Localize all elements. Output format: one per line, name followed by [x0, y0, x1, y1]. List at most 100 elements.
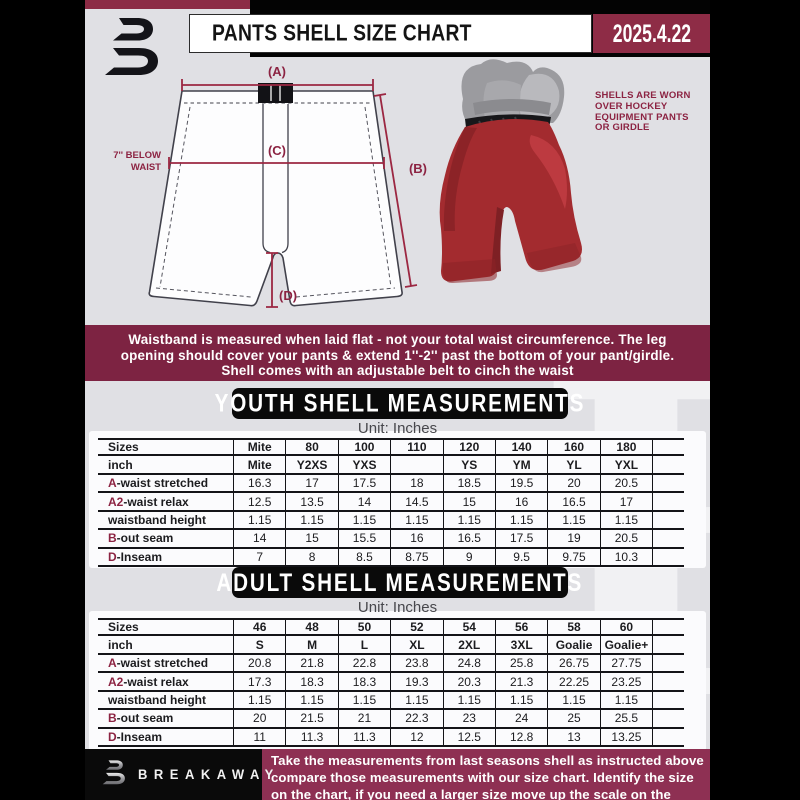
table-cell: 52	[391, 620, 444, 635]
table-cell: 22.3	[391, 710, 444, 727]
table-cell: 1.15	[391, 691, 444, 709]
table-row: B -out seam 20 21.5 21 22.3 23 24 25 25.5	[98, 710, 684, 729]
table-cell: 25.8	[496, 654, 549, 672]
table-row: inch Mite Y2XS YXS YS YM YL YXL	[98, 456, 684, 475]
table-cell: 23.8	[391, 654, 444, 672]
footer: BREAKAWAY Take the measurements from las…	[85, 749, 710, 800]
row-label: inch	[98, 636, 234, 653]
table-cell: 23	[444, 710, 496, 727]
table-cell: 16	[391, 530, 444, 547]
table-cell: 60	[601, 620, 654, 635]
table-cell: YM	[496, 456, 549, 473]
table-cell: 7	[234, 548, 287, 566]
table-cell: 80	[286, 440, 339, 455]
table-cell: 9.75	[548, 548, 601, 566]
table-cell: M	[286, 636, 339, 653]
hockey-pants-photo	[435, 57, 615, 302]
table-filler	[653, 620, 684, 634]
belt-buckle	[258, 83, 293, 103]
footer-brand-block: BREAKAWAY	[85, 749, 273, 800]
measure-label-b: (B)	[409, 161, 427, 176]
date-text: 2025.4.22	[612, 18, 691, 48]
table-cell: 54	[444, 620, 496, 635]
row-label: D -Inseam	[98, 548, 234, 566]
table-cell: 18	[391, 474, 444, 492]
table-cell: 23.25	[601, 673, 654, 690]
table-row: A -waist stretched 20.8 21.8 22.8 23.8 24.8 25.…	[98, 654, 684, 674]
table-cell: 19	[548, 530, 601, 547]
row-label: A -waist stretched	[98, 474, 234, 492]
table-cell: YS	[444, 456, 496, 473]
table-cell: Mite	[234, 456, 287, 473]
table-cell: 25	[548, 710, 601, 727]
table-cell: 20.5	[601, 474, 654, 492]
table-filler	[653, 636, 684, 652]
table-cell: 1.15	[234, 511, 287, 529]
table-cell: 100	[339, 440, 392, 455]
page-title: PANTS SHELL SIZE CHART	[212, 20, 472, 46]
table-filler	[653, 493, 684, 509]
table-cell: 160	[548, 440, 601, 455]
top-maroon-strip	[85, 0, 250, 9]
table-filler	[653, 475, 684, 491]
table-cell	[391, 456, 444, 473]
table-cell: 22.8	[339, 654, 392, 672]
table-cell: 20	[234, 710, 287, 727]
table-cell: 21.8	[286, 654, 339, 672]
table-cell: 48	[286, 620, 339, 635]
table-cell: 14	[234, 530, 287, 547]
table-cell: 25.5	[601, 710, 654, 727]
table-cell: 12.8	[496, 728, 549, 746]
table-cell: 26.75	[548, 654, 601, 672]
table-cell: 10.3	[601, 548, 654, 566]
text-line: OVER HOCKEY	[595, 100, 668, 112]
adult-size-table: Sizes 46 48 50 52 54 56 58 60 inch S M L XL 2XL 3XL Goal…	[98, 618, 684, 748]
table-cell: 17.5	[339, 474, 392, 492]
table-cell: 16.5	[444, 530, 496, 547]
brand-name: BREAKAWAY	[138, 766, 280, 783]
document-content: B PANTS SHELL SIZE CHART 2025.4.22	[85, 0, 710, 800]
table-row: D -Inseam 7 8 8.5 8.75 9 9.5 9.75 10.3	[98, 548, 684, 568]
table-cell: 58	[548, 620, 601, 635]
table-cell: 9	[444, 548, 496, 566]
notice-banner: Waistband is measured when laid flat - n…	[85, 325, 710, 381]
youth-unit-label: Unit: Inches	[357, 420, 438, 437]
table-cell: 18.3	[286, 673, 339, 690]
text-line: Take the measurements from last seasons …	[271, 753, 704, 768]
table-cell: Goalie+	[601, 636, 654, 653]
row-label: Sizes	[98, 620, 234, 635]
table-cell: 19.3	[391, 673, 444, 690]
table-cell: 21.3	[496, 673, 549, 690]
youth-banner-title: YOUTH SHELL MEASUREMENTS	[214, 388, 586, 418]
table-filler	[653, 710, 684, 726]
youth-size-table: Sizes Mite 80 100 110 120 140 160 180 inch Mite Y2X…	[98, 438, 684, 568]
row-label: B -out seam	[98, 530, 234, 547]
table-cell: 19.5	[496, 474, 549, 492]
table-row: A2 -waist relax 12.5 13.5 14 14.5 15 16 16.5 17	[98, 493, 684, 512]
table-cell: 20.5	[601, 530, 654, 547]
table-cell: 1.15	[339, 511, 392, 529]
table-filler	[653, 456, 684, 472]
table-filler	[653, 673, 684, 689]
table-cell: 8.5	[339, 548, 392, 566]
table-cell: 12	[391, 728, 444, 746]
row-label: inch	[98, 456, 234, 473]
text-line: EQUIPMENT PANTS	[595, 111, 689, 123]
table-filler	[653, 729, 684, 745]
table-cell: 140	[496, 440, 549, 455]
table-cell: S	[234, 636, 287, 653]
table-cell: 20.8	[234, 654, 287, 672]
table-cell: 2XL	[444, 636, 496, 653]
text-line: OR GIRDLE	[595, 122, 650, 134]
table-row: Sizes 46 48 50 52 54 56 58 60	[98, 618, 684, 637]
row-label: D -Inseam	[98, 728, 234, 746]
date-badge: 2025.4.22	[593, 14, 710, 53]
table-cell: 1.15	[444, 691, 496, 709]
youth-table-panel	[89, 431, 706, 568]
table-row: A -waist stretched 16.3 17 17.5 18 18.5 19.5 20 2…	[98, 474, 684, 494]
table-cell: 110	[391, 440, 444, 455]
table-cell: Y2XS	[286, 456, 339, 473]
table-cell: 50	[339, 620, 392, 635]
table-filler	[653, 440, 684, 454]
